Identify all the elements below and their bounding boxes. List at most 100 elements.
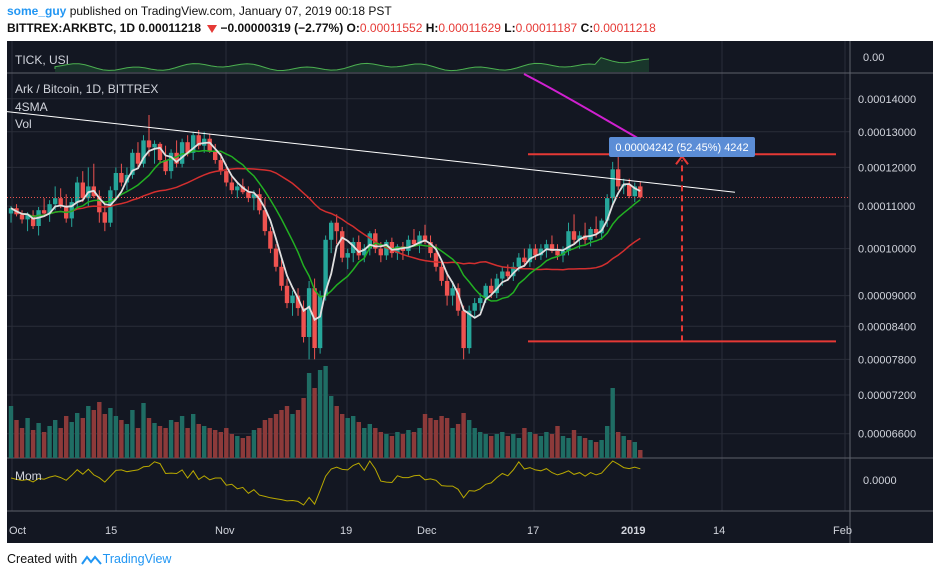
volume-bars <box>8 366 643 458</box>
volume-bar-102 <box>571 430 577 458</box>
candle-body-105 <box>588 229 593 240</box>
candle-body-17 <box>102 212 107 223</box>
volume-bar-58 <box>329 396 334 458</box>
volume-bar-107 <box>599 440 604 458</box>
volume-bar-109 <box>610 388 615 458</box>
volume-bar-18 <box>108 408 113 458</box>
candle-body-30 <box>174 152 179 164</box>
candle-body-13 <box>80 182 85 199</box>
tradingview-brand[interactable]: TradingView <box>102 552 172 566</box>
volume-bar-9 <box>58 428 63 458</box>
candle-body-52 <box>295 295 301 309</box>
volume-bar-43 <box>246 436 251 458</box>
candle-body-63 <box>356 242 361 256</box>
candle-body-25 <box>146 140 152 148</box>
y-tick-label: 0.00014000 <box>858 94 916 106</box>
momentum-panel <box>10 460 641 506</box>
open-value: 0.00011552 <box>359 21 423 35</box>
volume-bar-53 <box>301 398 306 458</box>
candle-body-92 <box>516 257 521 267</box>
volume-bar-34 <box>196 424 201 458</box>
candle-body-45 <box>257 194 262 211</box>
candle-body-33 <box>191 135 196 153</box>
x-tick-label: 17 <box>527 525 539 537</box>
candle-body-23 <box>135 152 141 164</box>
volume-bar-112 <box>627 440 632 458</box>
volume-bar-78 <box>439 416 444 458</box>
volume-bar-72 <box>406 430 411 458</box>
author-name[interactable]: some_guy <box>7 4 67 18</box>
price-chart[interactable]: 0.00004242 (52.45%) 4242 0.000140000.000… <box>7 41 933 543</box>
candle-body-51 <box>290 295 295 304</box>
x-tick-label: 2019 <box>621 525 645 537</box>
volume-bar-11 <box>69 422 74 458</box>
y-tick-label: 0.00013000 <box>858 127 916 139</box>
candle-body-103 <box>577 235 582 240</box>
candle-body-42 <box>240 186 245 193</box>
symbol-header: BITTREX:ARKBTC, 1D 0.00011218 −0.0000031… <box>7 21 656 35</box>
y-tick-label: 0.00007800 <box>858 354 916 366</box>
volume-bar-69 <box>389 436 395 458</box>
volume-bar-44 <box>251 430 257 458</box>
volume-bar-5 <box>36 423 41 458</box>
candle-body-46 <box>262 210 268 232</box>
price-change: −0.00000319 (−2.77%) <box>220 21 344 35</box>
candle-body-40 <box>229 182 234 191</box>
candle-body-29 <box>168 152 174 172</box>
candle-body-2 <box>19 214 25 220</box>
candle-body-36 <box>207 138 212 151</box>
candles <box>8 114 643 360</box>
volume-bar-50 <box>284 406 290 458</box>
volume-bar-113 <box>632 442 637 458</box>
candle-body-7 <box>47 204 52 214</box>
candle-body-78 <box>439 266 444 281</box>
volume-bar-104 <box>582 438 588 458</box>
footer: Created with TradingView <box>7 552 171 566</box>
volume-bar-14 <box>86 406 91 458</box>
volume-bar-89 <box>500 432 505 458</box>
candle-body-54 <box>306 288 312 337</box>
volume-bar-68 <box>384 434 389 458</box>
volume-bar-59 <box>334 406 339 458</box>
candle-body-85 <box>478 298 483 304</box>
candle-body-74 <box>417 235 422 245</box>
candle-body-49 <box>279 266 284 286</box>
volume-bar-4 <box>30 430 36 458</box>
candle-body-81 <box>455 288 461 311</box>
volume-bar-3 <box>25 418 30 458</box>
volume-bar-93 <box>522 428 527 458</box>
tradingview-logo-icon <box>80 555 102 565</box>
x-tick-label: 19 <box>340 525 352 537</box>
volume-bar-55 <box>312 388 317 458</box>
candle-body-88 <box>494 278 499 294</box>
volume-bar-42 <box>240 438 245 458</box>
volume-bar-88 <box>494 434 499 458</box>
volume-bar-32 <box>185 428 190 458</box>
y-tick-label: 0.00012000 <box>858 162 916 174</box>
candle-body-11 <box>69 202 74 219</box>
volume-bar-1 <box>14 420 19 458</box>
volume-bar-95 <box>533 434 538 458</box>
candle-body-44 <box>251 194 257 199</box>
volume-bar-85 <box>478 432 483 458</box>
volume-bar-7 <box>47 426 52 458</box>
published-text: published on TradingView.com, January 07… <box>69 4 392 18</box>
volume-bar-70 <box>395 432 400 458</box>
volume-bar-71 <box>400 434 406 458</box>
volume-bar-33 <box>191 414 196 458</box>
candle-body-38 <box>218 160 223 172</box>
volume-bar-29 <box>168 420 174 458</box>
candle-body-102 <box>571 231 577 240</box>
candle-body-62 <box>351 242 356 254</box>
volume-bar-83 <box>467 420 472 458</box>
candle-body-90 <box>505 271 510 277</box>
candle-body-32 <box>185 142 190 153</box>
candle-body-75 <box>422 235 428 242</box>
candle-body-0 <box>8 208 14 214</box>
candle-body-89 <box>500 271 505 279</box>
low-label: L: <box>504 21 516 35</box>
tick-panel-label: TICK, USI <box>15 53 69 67</box>
momentum-line <box>10 460 641 506</box>
mom-panel-y-tick: 0.0000 <box>863 475 897 487</box>
candle-body-107 <box>599 220 604 234</box>
